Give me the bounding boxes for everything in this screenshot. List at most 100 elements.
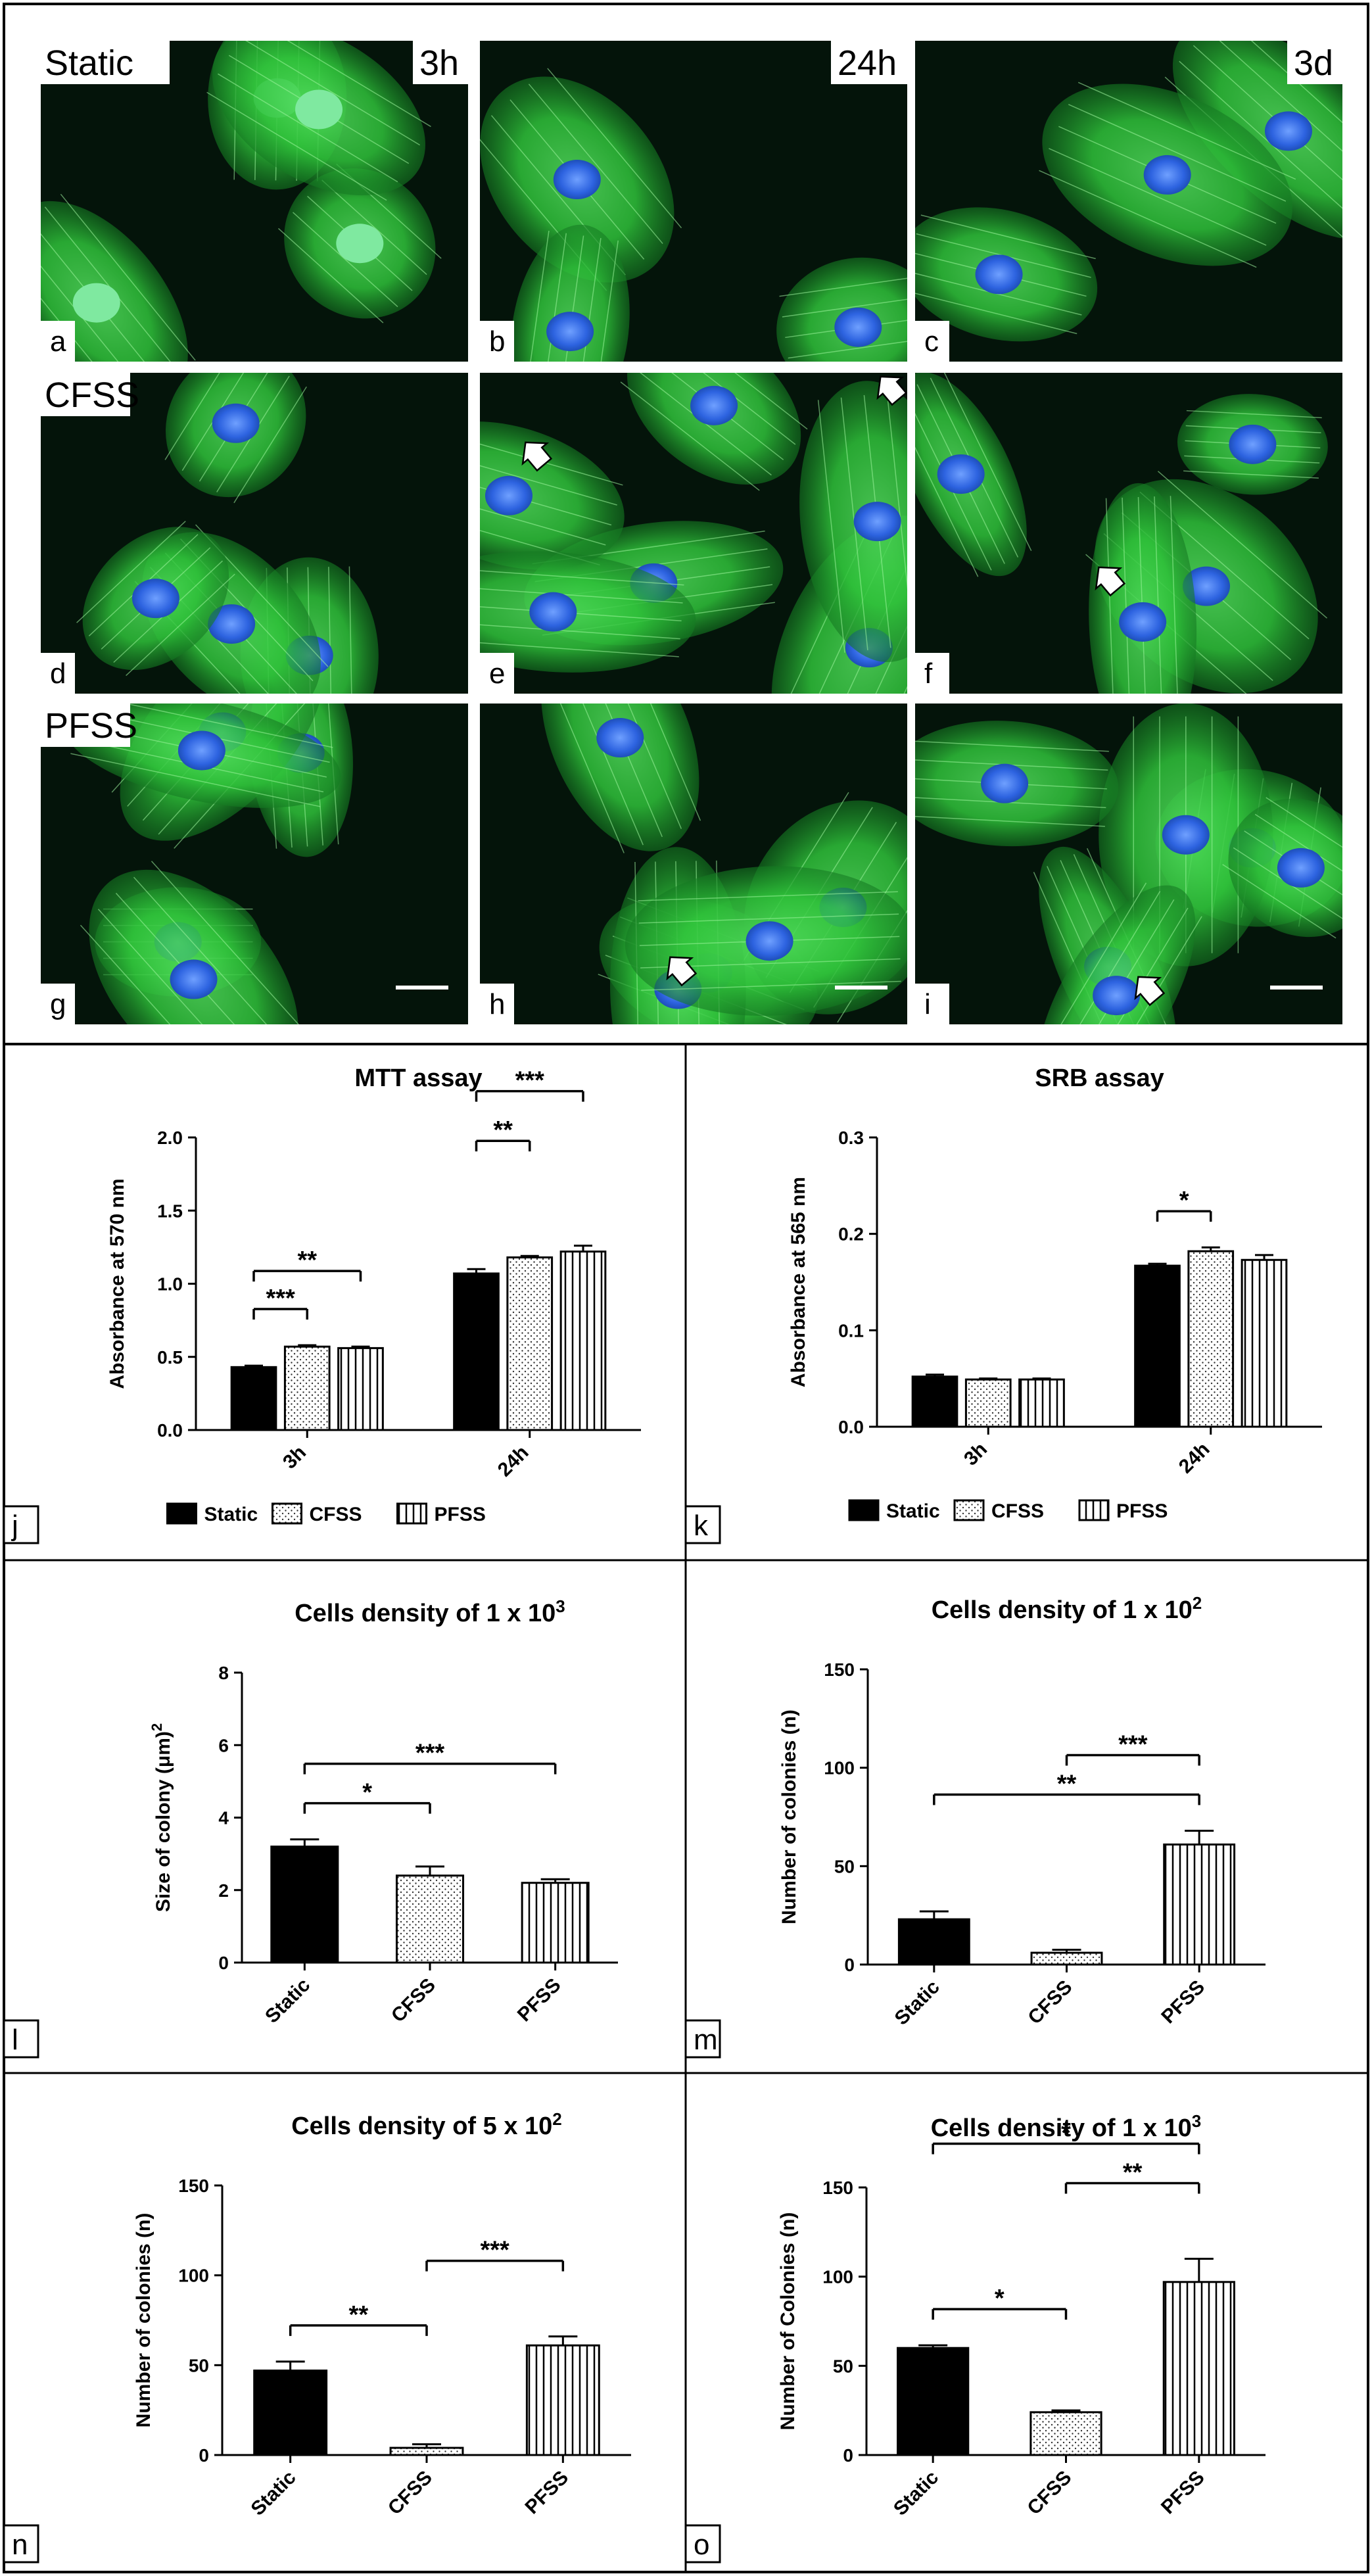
significance-label: * [1179,1187,1189,1214]
cell-layer [915,41,1342,342]
actin-fiber [1157,471,1328,619]
actin-fiber [206,91,387,201]
actin-fiber [480,508,606,546]
nucleus [937,454,985,494]
bar-pfss [521,1882,590,1964]
category-label-cfss: CFSS [1024,2467,1076,2519]
category-label-static: Static [889,2467,943,2520]
actin-fiber [60,193,196,361]
micrograph-grid: a Static 3h b 24h c 3d d CFSS e f g PFSS h i [41,41,1342,1024]
actin-fiber [245,41,420,146]
legend-swatch-static [166,1502,197,1525]
y-tick-label: 100 [824,1758,855,1778]
significance-label: *** [515,1067,545,1095]
actin-fiber [1219,41,1342,152]
y-axis-label: Number of colonies (n) [778,1709,800,1924]
y-tick-label: 0.1 [838,1320,864,1341]
panel-letter-e: e [489,657,505,690]
chart-l: Cells density of 1 x 103 0 2 4 6 8 Size of col… [3,1596,618,2059]
panel-letter-box [3,2524,39,2564]
nucleus [212,403,260,443]
panel-letter-box [480,653,514,694]
legend-label-static: Static [886,1500,940,1522]
micrograph-panel-g: g PFSS [41,704,468,1024]
y-tick-label: 150 [178,2176,209,2196]
micrograph-panel-c: c 3d [915,41,1342,362]
time-label-box [831,41,907,84]
y-tick-label: 150 [822,2178,853,2198]
panel-letter-m: m [694,2024,718,2056]
panel-letter-box [3,2019,39,2059]
actin-fiber [480,642,679,657]
actin-fiber [480,570,684,586]
actin-fiber [480,465,617,506]
bar-cfss-24h [1187,1250,1235,1428]
y-tick-label: 50 [833,2356,853,2376]
significance-label: ** [297,1247,317,1274]
time-label-3h: 3h [419,43,459,83]
chart-j: MTT assay 0.0 0.5 1.0 1.5 2.0 Absorbance at 57… [3,1064,641,1544]
nucleus [1143,155,1191,195]
y-tick-label: 4 [218,1808,229,1828]
category-label-3h: 3h [279,1442,310,1473]
y-tick-label: 0.0 [838,1417,864,1437]
significance-label: ** [1123,2159,1143,2187]
bar-static-3h [230,1366,277,1431]
panel-letter-l: l [12,2024,18,2056]
category-label-cfss: CFSS [387,1974,440,2027]
category-label-cfss: CFSS [384,2467,437,2519]
actin-fiber [1060,882,1147,1024]
y-axis-label: Absorbance at 570 nm [106,1178,128,1389]
bar-pfss-3h [1018,1378,1065,1428]
condition-label-static: Static [45,43,133,83]
panel-letter-box [41,653,75,694]
cell-layer [480,373,907,694]
actin-fiber [70,753,321,807]
arrow-marker [876,375,908,406]
panel-letter-k: k [694,1510,709,1542]
panel-letter-a: a [50,325,66,358]
nucleus [295,89,343,130]
panel-letter-j: j [11,1510,18,1542]
actin-fiber [779,277,907,297]
actin-fiber [1250,41,1342,124]
bar-static-24h [1134,1264,1181,1428]
category-label-24h: 24h [494,1442,533,1481]
actin-fiber [1186,410,1322,419]
bar-pfss [525,2344,600,2456]
nucleus [177,730,225,771]
actin-fiber [126,573,235,677]
bar-pfss [1163,1843,1236,1966]
nucleus [1162,815,1210,855]
nucleus [596,718,644,758]
micrograph-panel-b: b 24h [480,41,907,362]
significance-label: * [995,2285,1005,2312]
micrograph-panel-e: e [480,373,908,694]
legend-label-pfss: PFSS [1116,1500,1168,1522]
chart-title-superscript: 3 [1192,2111,1201,2131]
nucleus [745,921,793,961]
panel-letter-box [41,321,75,362]
legend-swatch-pfss [1078,1499,1110,1521]
legend-swatch-static [848,1499,880,1521]
nucleus [853,502,901,542]
actin-fiber [641,980,901,991]
chart-title-superscript: 2 [552,2109,561,2129]
micrograph-panel-f: f [915,373,1342,694]
category-label-pfss: PFSS [521,2467,573,2519]
significance-label: *** [415,1740,445,1767]
actin-fiber [1049,148,1267,246]
actin-fiber [124,704,333,748]
condition-label-pfss: PFSS [45,706,137,746]
y-tick-label: 0 [199,2445,209,2466]
actin-fiber [1077,82,1296,180]
chart-panels: MTT assay 0.0 0.5 1.0 1.5 2.0 Absorbance at 57… [3,1064,1322,2564]
y-tick-label: 0 [218,1953,229,1973]
actin-fiber [480,443,623,486]
y-tick-label: 150 [824,1659,855,1680]
panel-letter-c: c [924,325,939,358]
y-axis-label: Absorbance at 565 nm [788,1177,809,1387]
micrograph-panel-d: d CFSS [41,373,468,694]
legend-label-cfss: CFSS [310,1504,362,1525]
y-tick-label: 1.0 [157,1274,183,1295]
